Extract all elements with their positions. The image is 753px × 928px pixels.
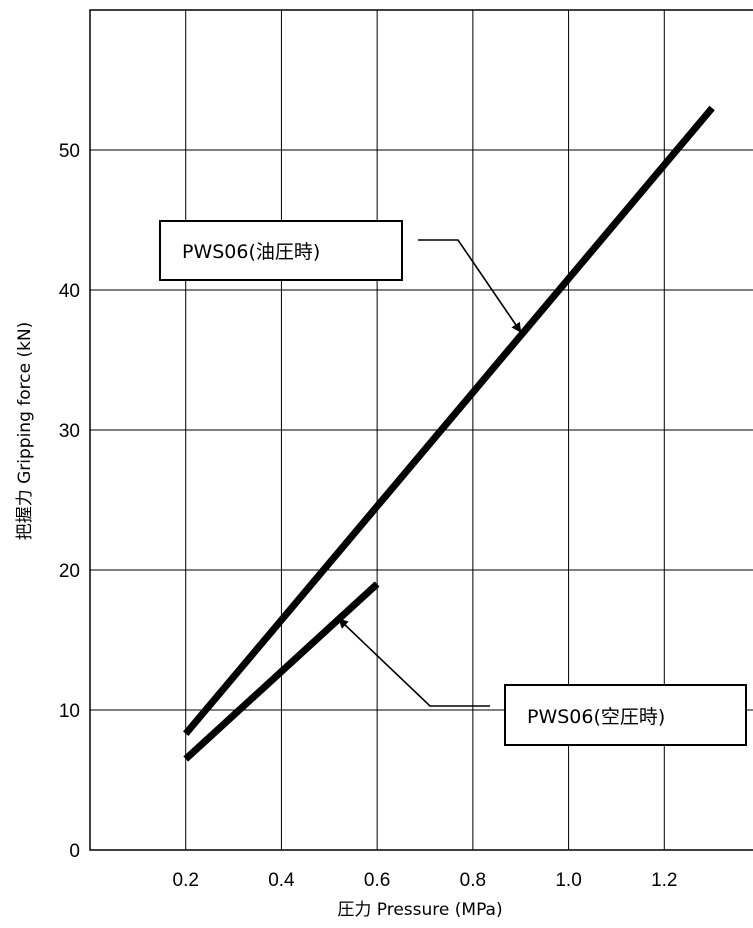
x-tick-label: 1.2 <box>651 870 677 891</box>
annotation-box-pneumatic <box>504 684 747 746</box>
y-axis-label: 把握力 Gripping force (kN) <box>15 322 35 541</box>
series-line-0 <box>183 105 715 737</box>
x-axis-label: 圧力 Pressure (MPa) <box>337 900 502 920</box>
tick-labels: 0.2 0.4 0.6 0.8 1.0 1.2 0 10 20 30 40 50 <box>59 141 678 891</box>
annotation-pneumatic: PWS06(空圧時) <box>338 618 747 746</box>
grid-lines <box>90 10 753 850</box>
y-tick-label: 10 <box>59 701 80 722</box>
annotation-leader-pneumatic <box>338 618 490 707</box>
y-tick-label: 0 <box>69 841 80 862</box>
series-layer <box>183 105 715 762</box>
x-tick-label: 0.4 <box>268 870 295 891</box>
annotation-label-hydraulic: PWS06(油圧時) <box>182 241 320 263</box>
y-tick-label: 50 <box>59 141 80 162</box>
annotation-hydraulic: PWS06(油圧時) <box>159 220 522 333</box>
annotation-leader-hydraulic <box>418 239 522 333</box>
x-tick-label: 0.6 <box>364 870 390 891</box>
y-tick-label: 40 <box>59 281 80 302</box>
x-tick-label: 0.8 <box>460 870 486 891</box>
y-tick-label: 30 <box>59 421 80 442</box>
x-tick-label: 1.0 <box>555 870 581 891</box>
annotation-label-pneumatic: PWS06(空圧時) <box>527 706 665 728</box>
y-tick-label: 20 <box>59 561 80 582</box>
x-tick-label: 0.2 <box>173 870 199 891</box>
plot-area-frame <box>89 9 753 851</box>
series-line-1 <box>183 581 380 762</box>
annotation-box-hydraulic <box>159 220 403 281</box>
